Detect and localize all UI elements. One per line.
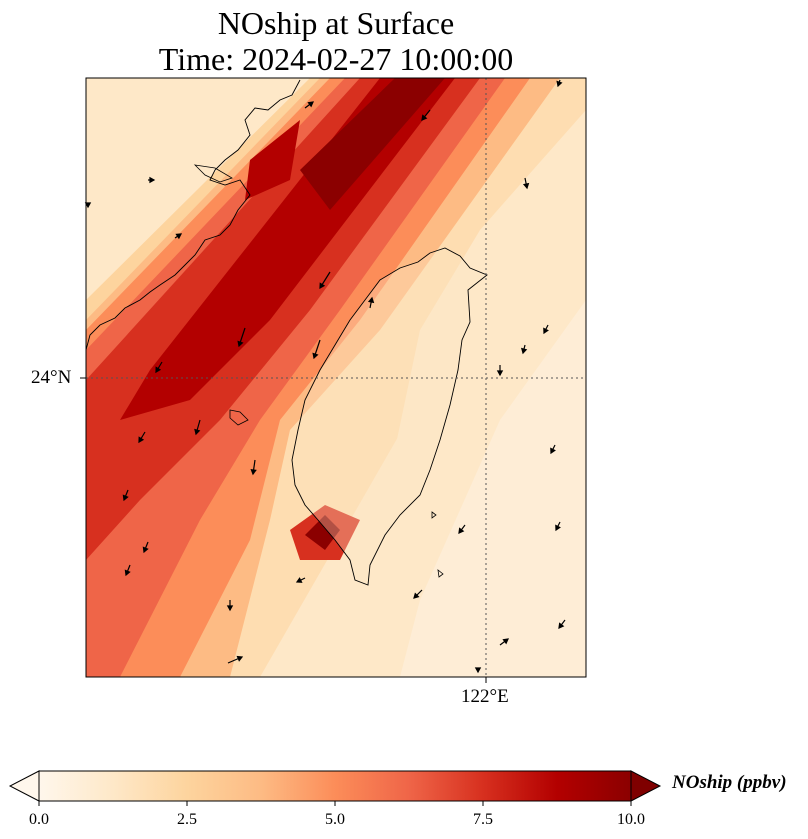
wind-arrow-head xyxy=(307,101,314,108)
wind-arrow-head xyxy=(558,622,565,629)
concentration-map xyxy=(80,77,587,683)
wind-arrow-head xyxy=(550,447,556,455)
wind-arrow-head xyxy=(474,667,482,674)
wind-arrow-head xyxy=(149,176,156,184)
mainland-coastline xyxy=(85,79,301,351)
wind-arrow-head xyxy=(138,436,145,444)
wind-arrow-head xyxy=(367,296,375,304)
latitude-label: 24°N xyxy=(31,367,72,388)
wind-arrow-head xyxy=(84,202,92,209)
wind-arrow-head xyxy=(236,655,244,662)
wind-arrow-head xyxy=(194,428,201,436)
colorbar-max-extend xyxy=(630,770,662,802)
wind-arrow-head xyxy=(122,494,129,502)
wind-arrow-head xyxy=(502,638,509,645)
colorbar-gradient xyxy=(38,770,632,802)
colorbar-min-extend xyxy=(8,770,40,802)
wind-arrow-head xyxy=(421,114,428,121)
wind-arrow-head xyxy=(520,347,528,355)
wind-arrow-head xyxy=(319,282,326,290)
taiwan-coastline xyxy=(291,247,488,586)
wind-vectors xyxy=(84,79,566,674)
wind-arrow-head xyxy=(155,366,162,374)
map-title: NOship at Surface xyxy=(217,5,455,41)
wind-arrow-head xyxy=(496,370,504,377)
colorbar-tick-label: 0.0 xyxy=(29,811,49,828)
colorbar-label: NOship (ppbv) xyxy=(672,772,787,793)
wind-arrow-head xyxy=(237,340,244,348)
wind-arrow-head xyxy=(226,605,234,612)
wind-arrow-head xyxy=(124,569,131,577)
wind-arrow-head xyxy=(556,80,563,88)
wind-arrow-head xyxy=(295,577,303,583)
wind-arrow-head xyxy=(555,524,561,532)
wind-arrow-head xyxy=(413,592,420,599)
colorbar-tick-label: 7.5 xyxy=(473,811,493,828)
map-time-subtitle: Time: 2024-02-27 10:00:00 xyxy=(158,41,514,77)
colorbar-tick-label: 5.0 xyxy=(325,811,345,828)
wind-arrow-head xyxy=(458,527,465,534)
wind-arrow-head xyxy=(522,182,530,190)
wind-arrow-head xyxy=(312,352,319,360)
wind-arrow-head xyxy=(543,327,549,335)
longitude-label: 122°E xyxy=(461,686,509,707)
colorbar-tick-label: 10.0 xyxy=(617,811,645,828)
wind-arrow-head xyxy=(175,233,183,240)
wind-arrow-head xyxy=(142,546,149,554)
colorbar-tick-label: 2.5 xyxy=(177,811,197,828)
wind-arrow-head xyxy=(250,468,257,476)
